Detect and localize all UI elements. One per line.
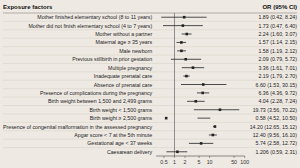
row-separator bbox=[3, 71, 297, 72]
row-separator bbox=[3, 38, 297, 39]
row-label: Presence of congenital malformation in t… bbox=[3, 124, 153, 130]
x-tick-label: 5 bbox=[198, 159, 201, 165]
ci-label: 1.89 (0.42, 8.24) bbox=[258, 14, 297, 20]
ci-label: 6.60 (1.53, 30.15) bbox=[256, 82, 298, 88]
point-estimate bbox=[201, 92, 204, 95]
ci-label: 5.74 (2.58, 12.72) bbox=[256, 140, 298, 146]
point-estimate bbox=[176, 150, 179, 153]
row-label: Inadequate prenatal care bbox=[94, 73, 152, 79]
point-estimate bbox=[185, 33, 188, 36]
ci-label: 2.19 (1.79, 2.70) bbox=[258, 73, 297, 79]
ci-label: 3.36 (1.61, 7.01) bbox=[258, 65, 297, 71]
chart: Mother finished elementary school (8 to … bbox=[0, 0, 300, 168]
row-label: Birth weight < 1,500 grams bbox=[90, 107, 153, 113]
row-label: Presence of complications during the pre… bbox=[40, 90, 152, 96]
ci-line bbox=[166, 151, 187, 152]
row-separator bbox=[3, 80, 297, 81]
row-separator bbox=[3, 46, 297, 47]
ci-line bbox=[209, 134, 217, 135]
ci-label: 2.09 (0.79, 5.72) bbox=[258, 56, 297, 62]
row-label: Previous stillbirth in prior gestation bbox=[72, 56, 152, 62]
title: Exposure factors bbox=[3, 4, 53, 10]
point-estimate bbox=[212, 134, 215, 137]
row-label: Birth weight between 1,500 and 2,499 gra… bbox=[48, 98, 153, 104]
row-label: Male newborn bbox=[119, 48, 152, 54]
ci-line bbox=[187, 101, 205, 102]
point-estimate bbox=[183, 16, 186, 19]
ci-label: 1.206 (0.59, 2.31) bbox=[256, 149, 298, 155]
ci-line bbox=[182, 67, 204, 68]
row-label: Mother did not finish elementary school … bbox=[28, 23, 152, 29]
ci-label: 1.73 (0.47, 6.40) bbox=[258, 23, 297, 29]
row-separator bbox=[3, 147, 297, 148]
ci-label: 6.36 (4.36, 9.72) bbox=[258, 90, 297, 96]
ci-label: 2.24 (1.60, 3.07) bbox=[258, 31, 297, 37]
ci-line bbox=[183, 76, 189, 77]
ci-label: 19.73 (3.56, 70.22) bbox=[253, 107, 298, 113]
ci-line bbox=[182, 34, 192, 35]
x-tick-label: 0.5 bbox=[160, 159, 167, 165]
ci-label: 4.04 (2.28, 7.24) bbox=[258, 98, 297, 104]
x-tick-label: 100 bbox=[240, 159, 249, 165]
row-separator bbox=[3, 97, 297, 98]
ci-label: 12.40 (9.56, 16.10) bbox=[253, 132, 298, 138]
ci-label: 1.58 (1.19, 2.12) bbox=[258, 48, 297, 54]
row-label: Apgar score < 7 at the 5th minute bbox=[74, 132, 152, 138]
point-estimate bbox=[214, 125, 217, 128]
x-tick-label: 50 bbox=[231, 159, 237, 165]
ci-line bbox=[189, 143, 213, 144]
ci-line bbox=[176, 42, 186, 43]
ci-line bbox=[197, 118, 210, 119]
reference-line bbox=[174, 13, 175, 156]
row-label: Caesarean delivery bbox=[107, 149, 153, 155]
row-separator bbox=[3, 63, 297, 64]
header-rule bbox=[3, 13, 297, 14]
row-label: Maternal age ≥ 35 years bbox=[96, 39, 153, 45]
row-label: Mother finished elementary school (8 to … bbox=[37, 14, 152, 20]
ci-label: 14.20 (12.65, 15.12) bbox=[250, 124, 298, 130]
column-header: OR (95% CI) bbox=[262, 4, 297, 10]
row-separator bbox=[3, 113, 297, 114]
row-separator bbox=[3, 29, 297, 30]
point-estimate bbox=[219, 108, 222, 111]
row-separator bbox=[3, 88, 297, 89]
row-separator bbox=[3, 130, 297, 131]
point-estimate bbox=[180, 50, 183, 53]
row-label: Mother without a partner bbox=[95, 31, 152, 37]
row-separator bbox=[3, 122, 297, 123]
x-axis bbox=[156, 156, 245, 157]
ci-line bbox=[197, 92, 209, 93]
row-label: Gestational age < 37 weeks bbox=[87, 140, 152, 146]
point-estimate bbox=[194, 100, 197, 103]
point-estimate bbox=[185, 75, 188, 78]
ci-line bbox=[171, 59, 201, 60]
row-separator bbox=[3, 21, 297, 22]
ci-line bbox=[163, 25, 203, 26]
point-estimate bbox=[165, 117, 168, 120]
point-estimate bbox=[180, 41, 183, 44]
ci-line bbox=[177, 50, 186, 51]
row-separator bbox=[3, 55, 297, 56]
row-label: Multiple pregnancy bbox=[108, 65, 152, 71]
ci-line bbox=[194, 109, 239, 110]
row-separator bbox=[3, 139, 297, 140]
ci-label: 1.57 (1.14, 2.15) bbox=[258, 39, 297, 45]
point-estimate bbox=[182, 24, 185, 27]
row-label: Birth weight ≥ 2,500 grams bbox=[90, 115, 153, 121]
x-tick-label: 1 bbox=[173, 159, 176, 165]
point-estimate bbox=[192, 66, 195, 69]
x-tick-label: 10 bbox=[207, 159, 213, 165]
ci-line bbox=[161, 17, 206, 18]
x-tick-label: 2 bbox=[184, 159, 187, 165]
ci-label: 0.58 (4.52, 10.50) bbox=[256, 115, 298, 121]
ci-line bbox=[181, 84, 226, 85]
plot-area bbox=[161, 13, 239, 156]
point-estimate bbox=[202, 83, 205, 86]
row-separator bbox=[3, 105, 297, 106]
row-label: Absence of prenatal care bbox=[94, 82, 152, 88]
ci-line bbox=[213, 126, 216, 127]
point-estimate bbox=[184, 58, 187, 61]
point-estimate bbox=[200, 142, 203, 145]
